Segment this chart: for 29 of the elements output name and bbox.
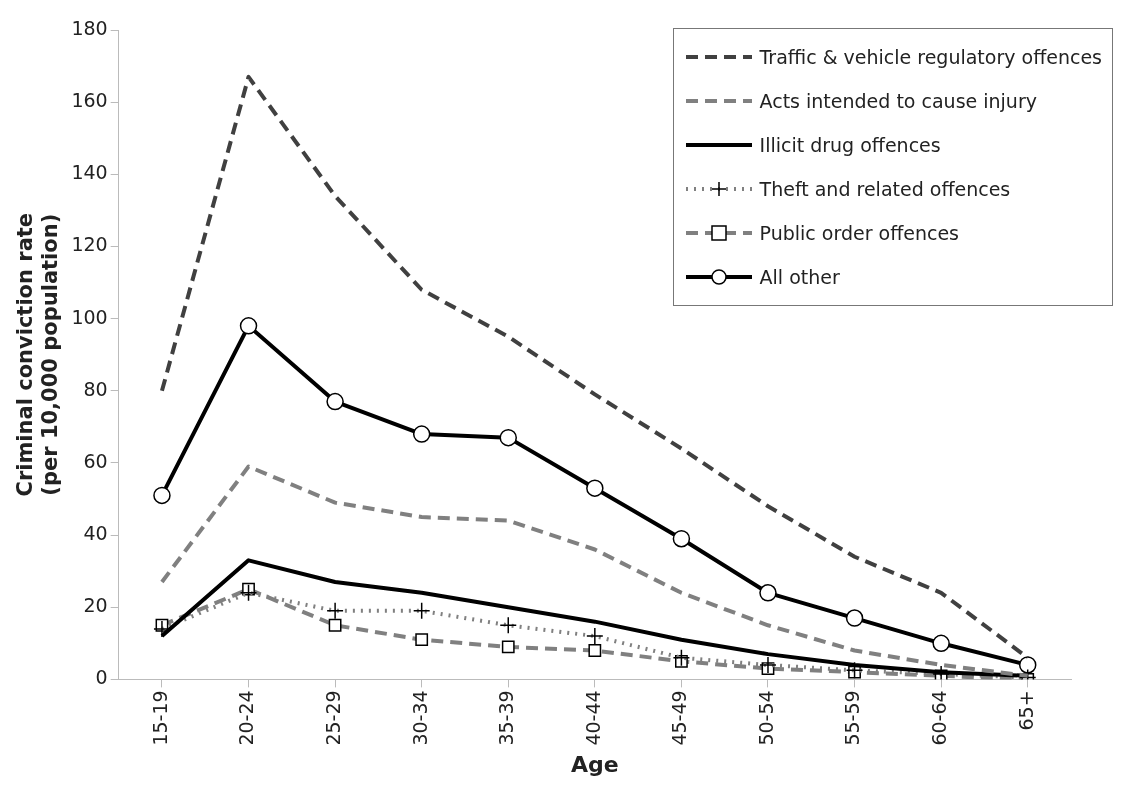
x-tick-label: 50-54: [754, 690, 777, 746]
x-tick-label: 60-64: [928, 690, 951, 746]
x-tick-label: 15-19: [148, 690, 171, 746]
y-tick-label: 20: [83, 594, 108, 617]
y-tick-label: 120: [71, 233, 108, 256]
y-tick-label: 160: [71, 89, 108, 112]
y-tick-label: 180: [71, 16, 108, 39]
x-axis-title: Age: [570, 751, 619, 777]
legend-label: All other: [759, 266, 840, 288]
y-tick-label: 80: [83, 377, 108, 400]
y-tick-label: 60: [83, 449, 108, 472]
y-tick-label: 0: [95, 666, 108, 689]
y-tick-label: 100: [71, 305, 108, 328]
x-tick-label: 65+: [1014, 690, 1037, 731]
y-tick-label: 40: [83, 522, 108, 545]
legend-label: Public order offences: [759, 222, 960, 244]
x-tick-label: 55-59: [841, 690, 864, 746]
x-tick-label: 30-34: [408, 690, 431, 746]
x-tick-label: 40-44: [581, 690, 604, 746]
x-tick-label: 35-39: [495, 690, 518, 746]
x-tick-label: 45-49: [668, 690, 691, 746]
legend-label: Theft and related offences: [759, 178, 1011, 200]
y-axis-title: Criminal conviction rate (per 10,000 population): [13, 212, 63, 497]
y-tick-label: 140: [71, 161, 108, 184]
x-tick-label: 20-24: [235, 690, 258, 746]
legend-label: Illicit drug offences: [759, 134, 941, 156]
x-tick-label: 25-29: [322, 690, 345, 746]
legend-label: Acts intended to cause injury: [759, 90, 1037, 112]
legend-label: Traffic & vehicle regulatory offences: [759, 46, 1102, 68]
